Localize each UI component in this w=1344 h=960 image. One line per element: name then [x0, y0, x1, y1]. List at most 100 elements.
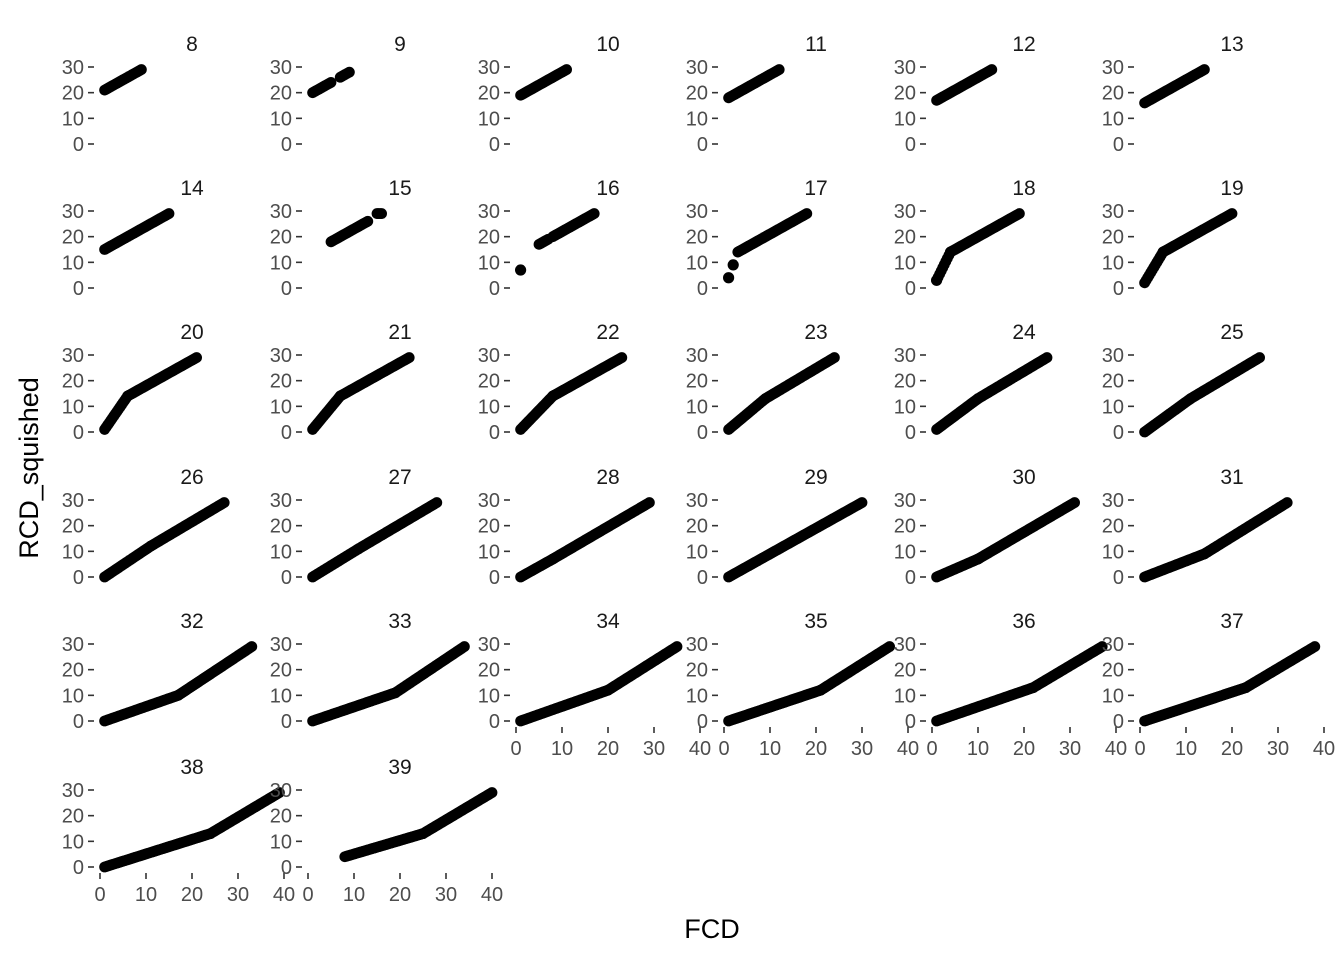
- x-tick-label: 20: [181, 884, 203, 906]
- data-point: [671, 641, 683, 652]
- y-tick-label: 30: [478, 634, 500, 656]
- facet-label: 18: [1012, 177, 1035, 200]
- data-point: [325, 77, 337, 88]
- y-tick-label: 10: [270, 108, 292, 130]
- x-tick-label: 40: [1313, 738, 1335, 760]
- data-point: [459, 641, 470, 652]
- y-tick-label: 30: [686, 201, 708, 223]
- facet-label: 13: [1220, 33, 1243, 56]
- y-tick-label: 20: [686, 371, 708, 393]
- y-tick-label: 30: [478, 57, 500, 79]
- x-tick-label: 10: [759, 738, 781, 760]
- x-tick-label: 40: [273, 884, 295, 906]
- x-tick-label: 0: [302, 884, 313, 906]
- facet-panel: 37 0 10 20 30 0 10 20 30 40: [1102, 610, 1335, 760]
- facet-panel: 32 0 10 20 30: [62, 610, 258, 733]
- facet-label: 11: [805, 33, 827, 56]
- facet-label: 16: [596, 177, 619, 200]
- y-tick-label: 30: [62, 780, 84, 802]
- x-tick-label: 10: [967, 738, 989, 760]
- y-tick-label: 0: [905, 711, 916, 733]
- y-tick-label: 20: [894, 227, 916, 249]
- data-point: [431, 497, 443, 508]
- facet-label: 29: [804, 466, 827, 489]
- y-tick-label: 20: [894, 516, 916, 538]
- y-tick-label: 20: [1102, 83, 1124, 105]
- y-tick-label: 10: [686, 396, 708, 418]
- y-tick-label: 20: [686, 83, 708, 105]
- facet-label: 34: [596, 610, 620, 633]
- data-point: [644, 497, 655, 508]
- facet-panel: 23 0 10 20 30: [686, 321, 840, 444]
- y-tick-label: 10: [1102, 252, 1124, 274]
- y-tick-label: 10: [478, 541, 500, 563]
- y-tick-label: 20: [270, 227, 292, 249]
- y-tick-label: 30: [686, 57, 708, 79]
- facet-label: 26: [180, 466, 203, 489]
- y-tick-label: 10: [894, 685, 916, 707]
- facet-label: 27: [388, 466, 411, 489]
- x-tick-label: 40: [481, 884, 503, 906]
- y-tick-label: 30: [894, 57, 916, 79]
- x-tick-label: 0: [1134, 738, 1145, 760]
- facet-panel: 8 0 10 20 30: [62, 33, 198, 156]
- data-point: [1041, 352, 1053, 363]
- x-tick-label: 20: [1221, 738, 1243, 760]
- data-point: [1309, 641, 1321, 652]
- y-tick-label: 20: [62, 371, 84, 393]
- y-tick-label: 10: [894, 252, 916, 274]
- facet-label: 33: [388, 610, 411, 633]
- facet-panel: 39 0 10 20 30 0 10 20 30 40: [270, 756, 503, 906]
- y-tick-label: 20: [1102, 660, 1124, 682]
- facet-panel: 21 0 10 20 30: [270, 321, 415, 444]
- y-tick-label: 30: [1102, 201, 1124, 223]
- y-tick-label: 0: [697, 567, 708, 589]
- facet-panel: 11 0 10 20 30: [686, 33, 827, 156]
- facet-label: 32: [180, 610, 203, 633]
- y-tick-label: 0: [281, 857, 292, 879]
- facet-label: 30: [1012, 466, 1035, 489]
- facet-panel: 24 0 10 20 30: [894, 321, 1053, 444]
- x-tick-label: 10: [1175, 738, 1197, 760]
- y-tick-label: 10: [478, 108, 500, 130]
- y-tick-label: 0: [489, 422, 500, 444]
- y-tick-label: 0: [489, 278, 500, 300]
- data-point: [616, 352, 628, 363]
- y-tick-label: 10: [686, 108, 708, 130]
- data-point: [723, 272, 735, 284]
- data-point: [246, 641, 258, 652]
- y-tick-label: 20: [62, 83, 84, 105]
- y-tick-label: 20: [478, 227, 500, 249]
- y-tick-label: 10: [270, 831, 292, 853]
- data-point: [773, 64, 785, 75]
- y-tick-label: 20: [62, 660, 84, 682]
- y-tick-label: 30: [62, 634, 84, 656]
- data-point: [1014, 208, 1025, 219]
- y-tick-label: 0: [73, 857, 84, 879]
- facet-label: 25: [1220, 321, 1243, 344]
- data-point: [362, 215, 374, 227]
- y-tick-label: 10: [62, 396, 84, 418]
- facet-label: 12: [1012, 33, 1035, 56]
- y-tick-label: 30: [894, 345, 916, 367]
- x-tick-label: 20: [1013, 738, 1035, 760]
- y-tick-label: 30: [1102, 490, 1124, 512]
- y-tick-label: 20: [478, 83, 500, 105]
- y-tick-label: 10: [62, 108, 84, 130]
- y-tick-label: 30: [270, 57, 292, 79]
- y-tick-label: 0: [489, 134, 500, 156]
- y-tick-label: 20: [1102, 516, 1124, 538]
- facet-label: 37: [1220, 610, 1243, 633]
- facet-label: 8: [186, 33, 198, 56]
- y-tick-label: 0: [281, 278, 292, 300]
- facet-panel: 29 0 10 20 30: [686, 466, 868, 589]
- facet-panel: 30 0 10 20 30: [894, 466, 1080, 589]
- y-tick-label: 20: [270, 83, 292, 105]
- facet-panel: 34 0 10 20 30 0 10 20 30 40: [478, 610, 711, 760]
- y-tick-label: 10: [270, 685, 292, 707]
- y-tick-label: 30: [894, 634, 916, 656]
- y-tick-label: 10: [478, 252, 500, 274]
- data-point: [588, 208, 600, 219]
- y-tick-label: 30: [478, 201, 500, 223]
- y-tick-label: 20: [62, 227, 84, 249]
